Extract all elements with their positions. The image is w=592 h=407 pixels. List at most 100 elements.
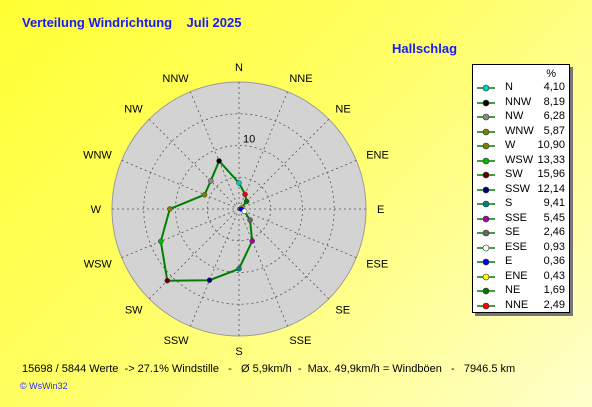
legend-name: ENE <box>505 269 528 282</box>
legend-swatch <box>477 170 495 179</box>
legend-item-ne: NE 1,69 <box>473 283 569 298</box>
legend-name: SW <box>505 168 523 180</box>
footer-stats: 15698 / 5844 Werte -> 27.1% Windstille -… <box>22 363 516 375</box>
legend-name: W <box>505 139 516 151</box>
legend-swatch <box>477 185 495 193</box>
data-point-nw <box>208 178 214 184</box>
data-point-se <box>247 217 253 223</box>
legend-item-se: SE 2,46 <box>473 225 569 240</box>
direction-label-ne: NE <box>335 104 350 116</box>
station-name: Hallschlag <box>392 41 458 56</box>
direction-label-ssw: SSW <box>164 335 190 347</box>
legend-value: 15,96 <box>537 168 565 180</box>
direction-label-sse: SSE <box>289 335 311 347</box>
legend-value: 1,69 <box>543 284 565 296</box>
legend-value: 10,90 <box>537 139 565 151</box>
legend-name: ESE <box>505 240 528 253</box>
legend-swatch <box>477 83 495 92</box>
legend-name: WNW <box>505 124 534 137</box>
data-point-nne <box>242 191 248 198</box>
legend-name: N <box>505 81 513 93</box>
data-point-ne <box>243 198 250 205</box>
legend-item-nw: NW 6,28 <box>473 109 569 124</box>
spoke-ene <box>238 160 357 210</box>
legend-item-w: W 10,90 <box>473 138 569 153</box>
legend-swatch <box>477 214 495 222</box>
legend-swatch <box>477 243 495 251</box>
spoke-nnw <box>190 91 240 210</box>
data-point-wnw <box>201 191 208 198</box>
legend-value: 8,19 <box>543 95 565 108</box>
direction-label-se: SE <box>335 304 350 316</box>
ring-label: 10 <box>243 134 255 146</box>
legend-swatch <box>477 156 495 164</box>
legend-value: 5,87 <box>543 124 565 137</box>
data-point-ese <box>241 208 248 215</box>
direction-label-nne: NNE <box>289 73 312 85</box>
direction-label-ene: ENE <box>366 150 389 162</box>
legend-value: 0,93 <box>543 240 565 253</box>
legend-swatch <box>477 257 495 266</box>
legend-item-wsw: WSW 13,33 <box>473 153 569 168</box>
legend-name: NW <box>505 110 524 122</box>
legend-name: SSE <box>505 211 528 224</box>
spoke-sw <box>148 208 240 300</box>
spoke-wsw <box>121 208 240 258</box>
legend-item-nnw: NNW 8,19 <box>473 95 569 110</box>
legend-name: SSW <box>505 182 531 195</box>
legend-name: S <box>505 197 513 209</box>
legend-value: 5,45 <box>543 211 565 224</box>
legend: % N 4,10 NNW 8,19 NW 6,28 WNW 5,87 W 10,90 WSW 13,3… <box>472 64 570 313</box>
legend-value: 4,10 <box>543 81 565 93</box>
legend-name: WSW <box>505 153 534 166</box>
grid-ring-0 <box>175 145 303 273</box>
data-point-wsw <box>158 238 164 245</box>
legend-swatch <box>477 127 495 135</box>
legend-item-ese: ESE 0,93 <box>473 240 569 255</box>
spoke-sse <box>238 208 288 327</box>
data-point-ssw <box>206 277 213 283</box>
brand-label: © WsWin32 <box>20 381 68 391</box>
spoke-ssw <box>190 208 240 327</box>
direction-label-n: N <box>235 62 243 74</box>
chart-title: Verteilung Windrichtung Juli 2025 <box>22 15 242 30</box>
data-point-sw <box>164 277 171 284</box>
legend-value: 13,33 <box>537 153 565 166</box>
legend-name: NNE <box>505 298 529 311</box>
legend-value: 0,36 <box>543 255 565 267</box>
direction-label-nw: NW <box>124 104 143 116</box>
data-point-s <box>236 266 242 272</box>
legend-swatch <box>477 141 495 150</box>
legend-item-nne: NNE 2,49 <box>473 298 569 313</box>
legend-swatch <box>477 228 495 237</box>
legend-name: NE <box>505 284 521 296</box>
data-point-nnw <box>216 158 222 164</box>
legend-name: NNW <box>505 95 532 108</box>
spoke-ese <box>238 208 357 258</box>
legend-value: 2,46 <box>543 226 565 238</box>
data-point-n <box>236 180 242 186</box>
legend-item-wnw: WNW 5,87 <box>473 124 569 139</box>
data-point-w <box>167 206 173 212</box>
data-point-sse <box>249 238 255 244</box>
legend-swatch <box>477 272 495 280</box>
direction-label-e: E <box>377 204 384 216</box>
legend-name: SE <box>505 226 520 238</box>
legend-item-s: S 9,41 <box>473 196 569 211</box>
legend-swatch <box>477 199 495 208</box>
direction-label-nnw: NNW <box>162 73 189 85</box>
spoke-ne <box>238 118 330 210</box>
direction-label-w: W <box>91 204 102 216</box>
legend-name: E <box>505 255 513 267</box>
legend-item-e: E 0,36 <box>473 254 569 269</box>
legend-unit: % <box>546 68 556 80</box>
legend-item-sse: SSE 5,45 <box>473 211 569 226</box>
spoke-wnw <box>121 160 240 210</box>
direction-label-wnw: WNW <box>83 150 112 162</box>
direction-label-wsw: WSW <box>84 258 113 270</box>
legend-swatch <box>477 301 495 309</box>
direction-label-sw: SW <box>125 304 143 316</box>
spoke-nw <box>148 118 240 210</box>
legend-swatch <box>477 98 495 106</box>
legend-value: 9,41 <box>543 197 565 209</box>
